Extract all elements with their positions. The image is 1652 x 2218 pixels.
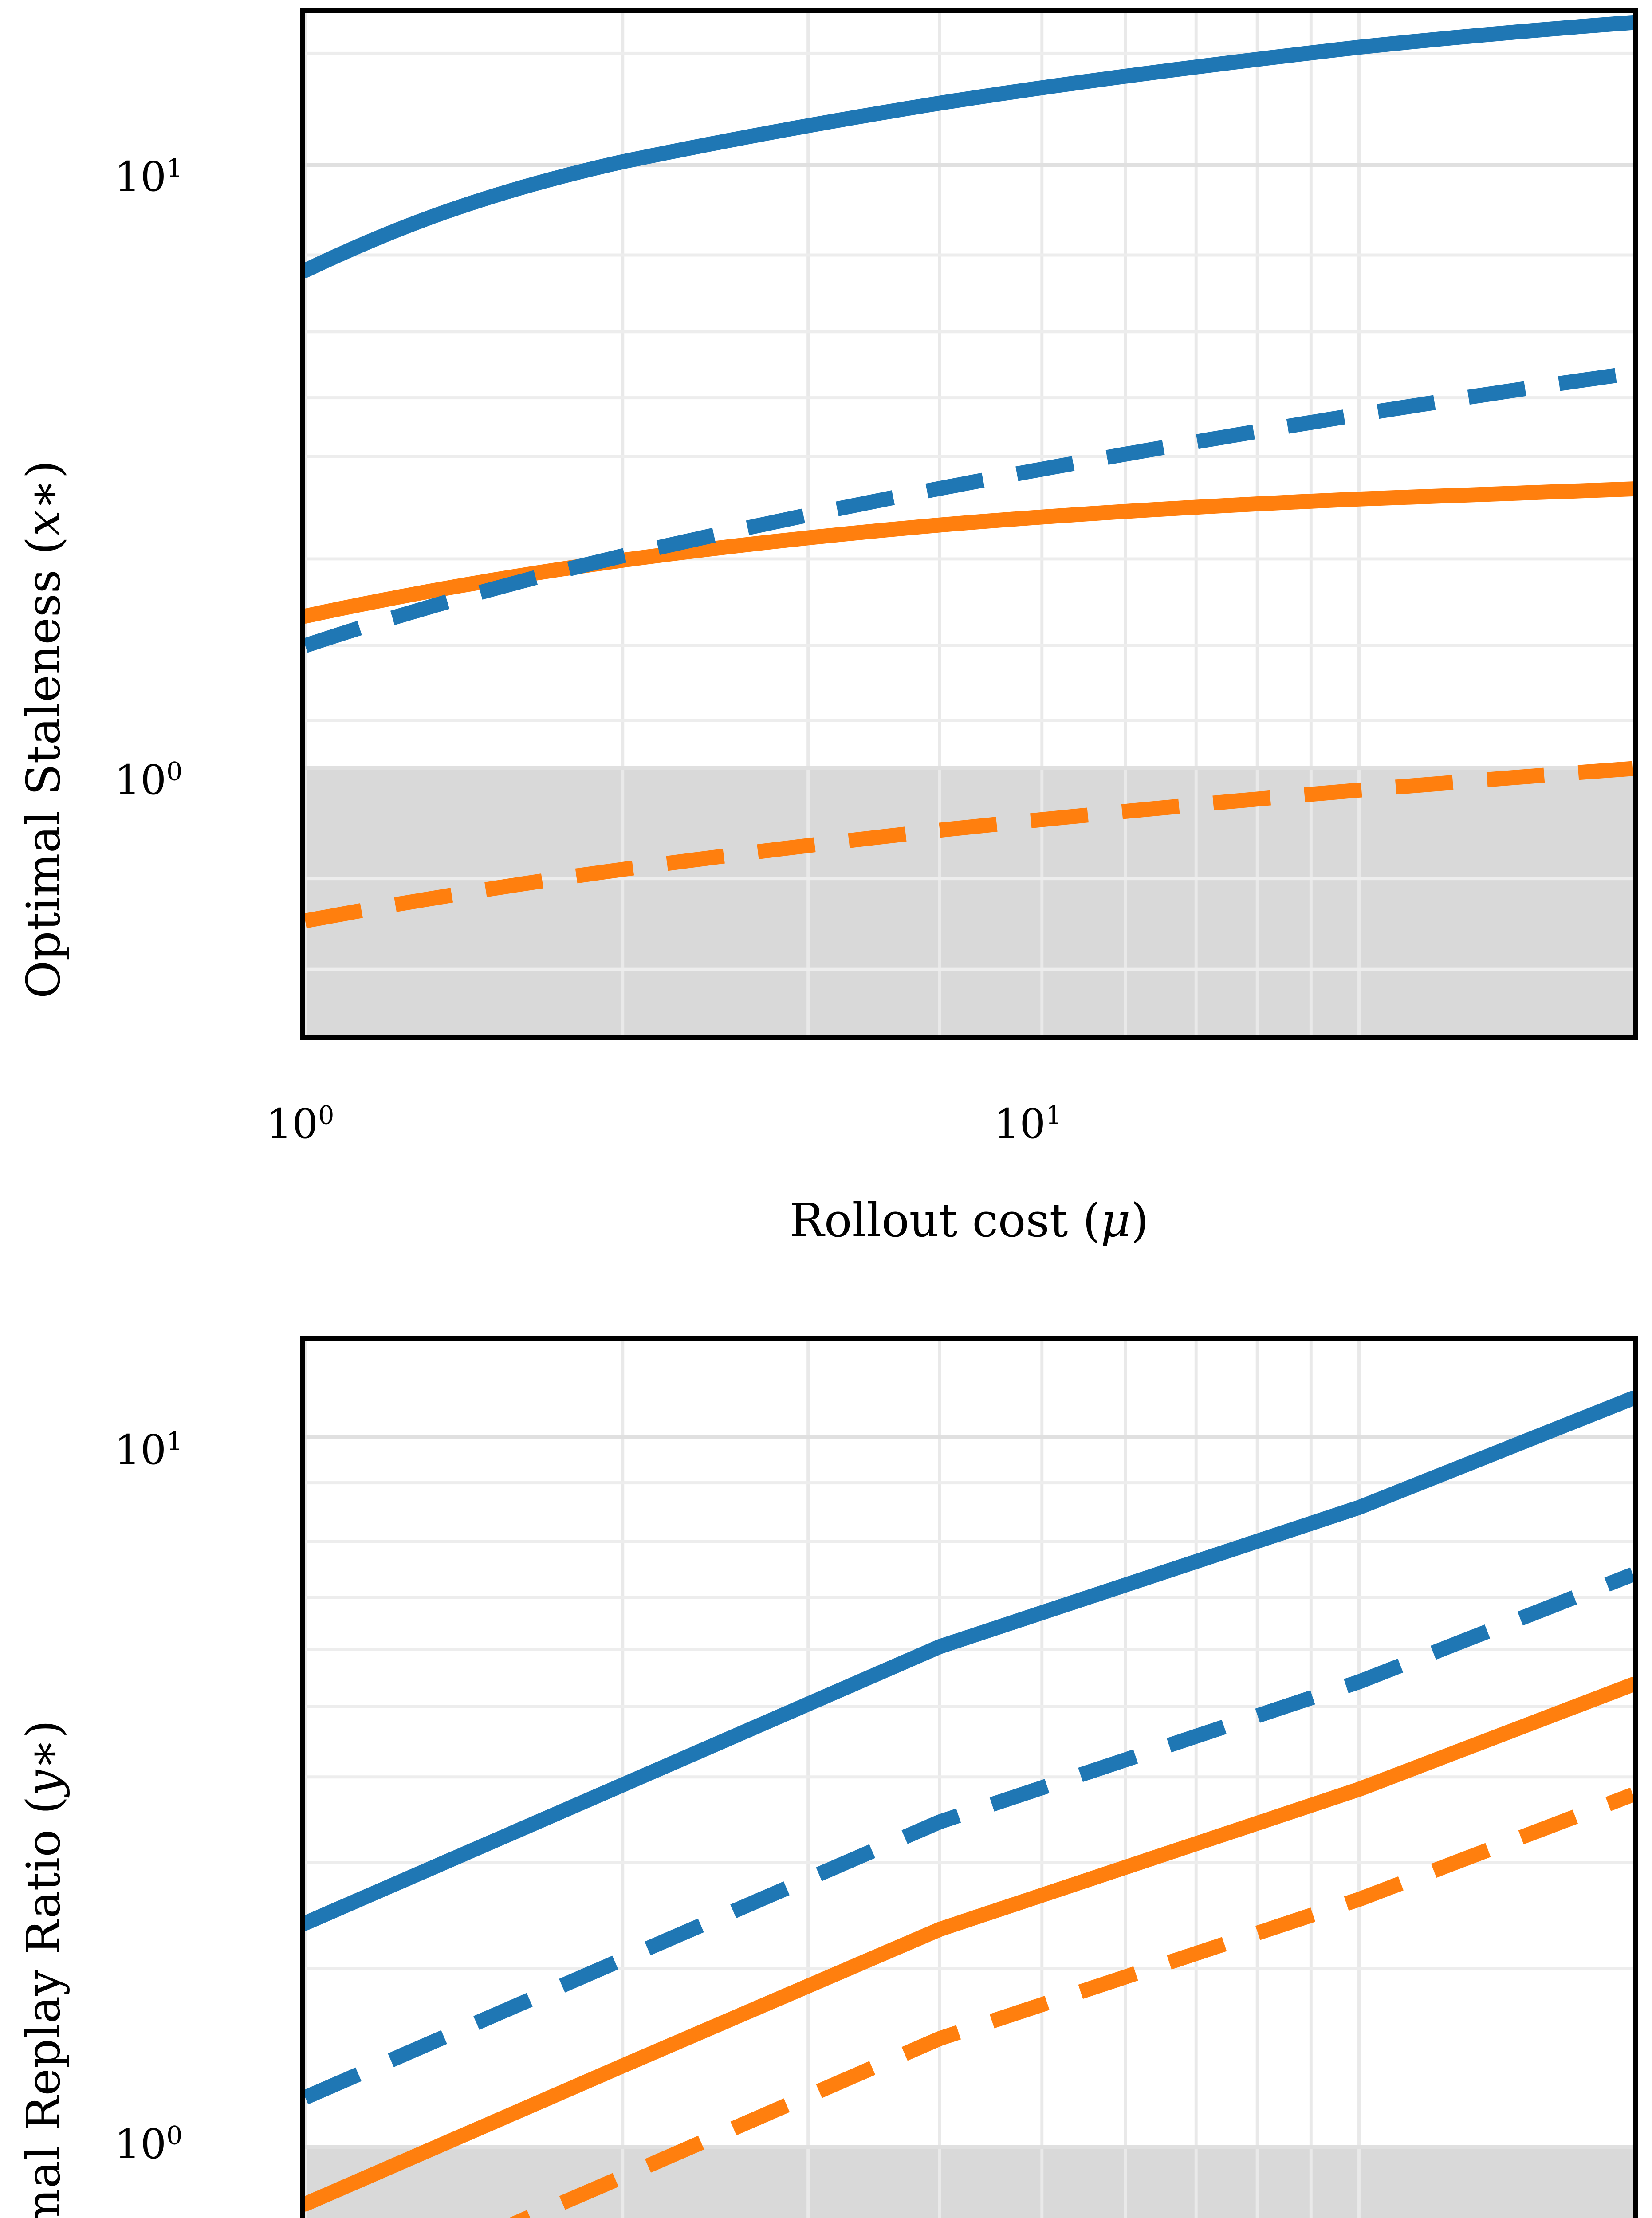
- panel2-y-axis-label-symbol: (y∗): [16, 1720, 71, 1814]
- panel2-series-blue-dashed: [305, 1567, 1633, 2104]
- panel2-series-orange-dashed: [508, 1787, 1633, 2218]
- panel2-y-axis-label-text: Optimal Replay Ratio: [16, 1829, 71, 2218]
- panel2-canvas: [305, 1341, 1633, 2218]
- panel1-ytick-10e0: 100: [114, 756, 183, 804]
- panel1-series-blue-solid: [305, 15, 1633, 278]
- panel1-y-axis-label: Optimal Staleness (x∗): [16, 58, 71, 999]
- panel1-ytick-10e1: 101: [114, 153, 183, 201]
- panel2-grid-major: [305, 1435, 1633, 2149]
- panel1-plot-area: [300, 8, 1638, 1040]
- panel2-y-axis-label: Optimal Replay Ratio (y∗): [16, 1393, 71, 2218]
- panel2-grid-horizontal: [305, 1435, 1633, 2149]
- panel2-plot-area: [300, 1336, 1638, 2218]
- panel1-y-axis-label-symbol: (x∗): [16, 460, 71, 554]
- panel2-series-orange-solid: [305, 1677, 1633, 2212]
- panel1-on-policy-band: [305, 767, 1633, 1035]
- panel1-canvas: [305, 13, 1633, 1035]
- panel1-grid-major: [305, 163, 1633, 770]
- panel1-x-axis-label: Rollout cost (μ): [300, 1193, 1638, 1247]
- panel1-series-blue-dashed: [305, 366, 1633, 653]
- panel1-x-axis-label-symbol: (μ): [1082, 1193, 1149, 1247]
- panel1-xtick-10e1: 101: [994, 1100, 1062, 1148]
- panel1-xtick-10e0: 100: [266, 1100, 334, 1148]
- panel2-series-blue-solid: [305, 1391, 1633, 1931]
- panel1-series-orange-dashed: [305, 761, 1633, 928]
- panel2-ytick-10e1: 101: [114, 1426, 183, 1474]
- panel2-on-policy-band: [305, 2147, 1633, 2218]
- panel1-x-axis-label-text: Rollout cost: [789, 1193, 1068, 1247]
- panel2-ytick-10e0: 100: [114, 2120, 183, 2168]
- panel1-series-orange-solid: [305, 481, 1633, 624]
- panel1-y-axis-label-text: Optimal Staleness: [16, 569, 71, 999]
